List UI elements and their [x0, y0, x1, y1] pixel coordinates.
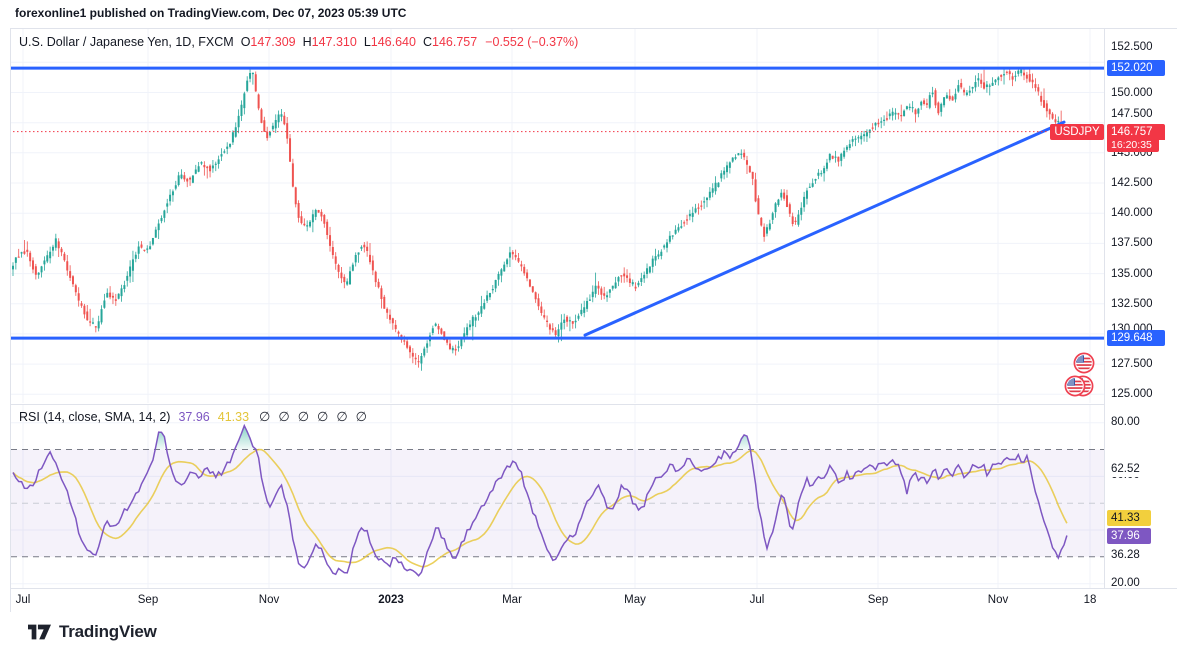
rsi-tick: 80.00: [1111, 416, 1140, 428]
price-tick: 127.500: [1111, 358, 1153, 370]
last-price-label: 146.757: [1107, 124, 1165, 140]
divergence-value: ∅: [317, 409, 329, 424]
divergence-value: ∅: [355, 409, 367, 424]
rsi-value-price-label: 37.96: [1107, 528, 1151, 544]
chart-widget: U.S. Dollar / Japanese Yen, 1D, FXCM O147…: [10, 28, 1177, 613]
price-tick: 147.500: [1111, 108, 1153, 120]
price-axis[interactable]: 152.500 150.000 147.500 145.000 142.500 140.0…: [1104, 29, 1177, 589]
close-value: C146.757: [422, 35, 478, 49]
price-tick: 135.000: [1111, 268, 1153, 280]
rsi-lower-band-label: 36.28: [1107, 547, 1144, 563]
price-tick: 132.500: [1111, 298, 1153, 310]
rsi-legend: RSI (14, close, SMA, 14, 2) 37.96 41.33 ∅ ∅ ∅…: [19, 409, 375, 425]
main-price-pane-canvas[interactable]: [11, 29, 1104, 403]
resistance-price-label: 152.020: [1107, 60, 1165, 76]
time-label: Sep: [867, 594, 889, 606]
us-flag-glyph: [1064, 375, 1086, 397]
us-flag-event-icon-double[interactable]: [1064, 375, 1094, 397]
tradingview-logo[interactable]: TradingView: [28, 622, 157, 642]
rsi-ma-value: 41.33: [217, 410, 250, 424]
tradingview-logo-text: TradingView: [59, 622, 157, 641]
symbol-legend: U.S. Dollar / Japanese Yen, 1D, FXCM O147…: [19, 35, 578, 49]
time-label: Nov: [258, 594, 280, 606]
rsi-value: 37.96: [178, 410, 210, 424]
price-tick: 150.000: [1111, 87, 1153, 99]
time-axis[interactable]: Jul Sep Nov 2023 Mar May Jul Sep Nov 18: [11, 588, 1177, 613]
time-label: Mar: [502, 594, 522, 606]
price-tick: 125.000: [1111, 388, 1153, 400]
divergence-value: ∅: [336, 409, 348, 424]
time-label: Jul: [749, 594, 765, 606]
time-label: 18: [1083, 594, 1097, 606]
symbol-title[interactable]: U.S. Dollar / Japanese Yen, 1D, FXCM: [19, 35, 234, 49]
change-value: −0.552 (−0.37%): [485, 35, 579, 49]
divergence-value: ∅: [259, 409, 271, 424]
us-flag-event-icon[interactable]: [1073, 352, 1095, 379]
rsi-title[interactable]: RSI (14, close, SMA, 14, 2): [19, 410, 171, 424]
rsi-divergence-values: ∅ ∅ ∅ ∅ ∅ ∅: [259, 409, 375, 425]
footer: TradingView: [0, 612, 1177, 650]
time-label: Nov: [987, 594, 1009, 606]
high-value: H147.310: [302, 35, 357, 49]
time-label: Jul: [15, 594, 31, 606]
countdown-label: 16:20:35: [1107, 139, 1159, 152]
rsi-upper-band-label: 62.52: [1107, 461, 1144, 477]
price-tick: 137.500: [1111, 237, 1153, 249]
rsi-tick: 20.00: [1111, 577, 1140, 589]
open-value: O147.309: [240, 35, 296, 49]
time-label: 2023: [378, 594, 404, 606]
attribution-text: forexonline1 published on TradingView.co…: [15, 6, 407, 20]
support-price-label: 129.648: [1107, 330, 1165, 346]
rsi-pane-canvas[interactable]: [11, 404, 1104, 588]
time-label: Sep: [137, 594, 159, 606]
divergence-value: ∅: [278, 409, 290, 424]
price-tick: 142.500: [1111, 177, 1153, 189]
tradingview-logo-icon: [28, 624, 51, 640]
us-flag-glyph: [1073, 352, 1095, 374]
divergence-value: ∅: [297, 409, 310, 424]
time-label: May: [624, 594, 646, 606]
rsi-ma-price-label: 41.33: [1107, 510, 1151, 526]
price-tick: 140.000: [1111, 207, 1153, 219]
last-price-symbol-label: USDJPY: [1050, 124, 1104, 140]
price-tick: 152.500: [1111, 41, 1153, 53]
low-value: L146.640: [363, 35, 416, 49]
